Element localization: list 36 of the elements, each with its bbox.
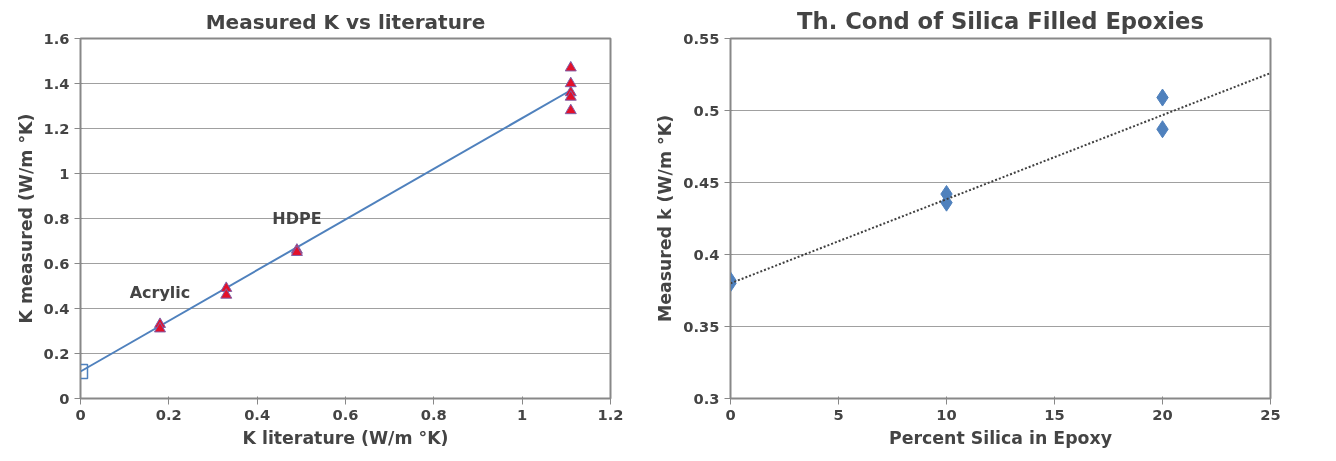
- y-tick-label: 0: [59, 389, 70, 407]
- y-tick-label: 1.2: [43, 119, 70, 137]
- x-axis-title: K literature (W/m °K): [242, 427, 449, 448]
- y-tick-label: 0.2: [43, 344, 70, 362]
- chart-title: Measured K vs literature: [205, 9, 486, 34]
- chart-title: Th. Cond of Silica Filled Epoxies: [797, 7, 1204, 34]
- y-tick-label: 0.4: [43, 299, 70, 317]
- y-tick-label: 0.8: [43, 209, 70, 227]
- y-tick-label: 1: [59, 164, 70, 182]
- annotation: HDPE: [272, 209, 322, 228]
- y-axis-title: K measured (W/m °K): [15, 113, 36, 324]
- x-tick-label: 1: [517, 405, 528, 423]
- x-axis-title: Percent Silica in Epoxy: [889, 427, 1112, 448]
- y-tick-label: 0.5: [693, 101, 720, 119]
- x-tick-label: 1.2: [597, 405, 624, 423]
- y-tick-label: 0.6: [43, 254, 70, 272]
- x-tick-label: 0: [75, 405, 86, 423]
- x-tick-label: 25: [1260, 405, 1281, 423]
- y-tick-label: 1.4: [43, 74, 70, 92]
- y-axis-title: Measured k (W/m °K): [655, 114, 676, 323]
- x-tick-label: 5: [833, 405, 844, 423]
- y-tick-label: 0.45: [683, 173, 720, 191]
- y-tick-label: 0.55: [683, 29, 720, 47]
- x-tick-label: 10: [936, 405, 957, 423]
- x-tick-label: 0.4: [244, 405, 271, 423]
- y-tick-label: 1.6: [43, 29, 70, 47]
- y-tick-label: 0.3: [693, 389, 720, 407]
- x-tick-label: 0: [725, 405, 736, 423]
- x-tick-label: 15: [1044, 405, 1065, 423]
- x-tick-label: 20: [1152, 405, 1173, 423]
- x-tick-label: 0.8: [420, 405, 447, 423]
- x-tick-label: 0.6: [332, 405, 359, 423]
- y-tick-label: 0.4: [693, 245, 720, 263]
- annotation: Acrylic: [129, 283, 191, 303]
- y-tick-label: 0.35: [683, 317, 720, 335]
- x-tick-label: 0.2: [155, 405, 182, 423]
